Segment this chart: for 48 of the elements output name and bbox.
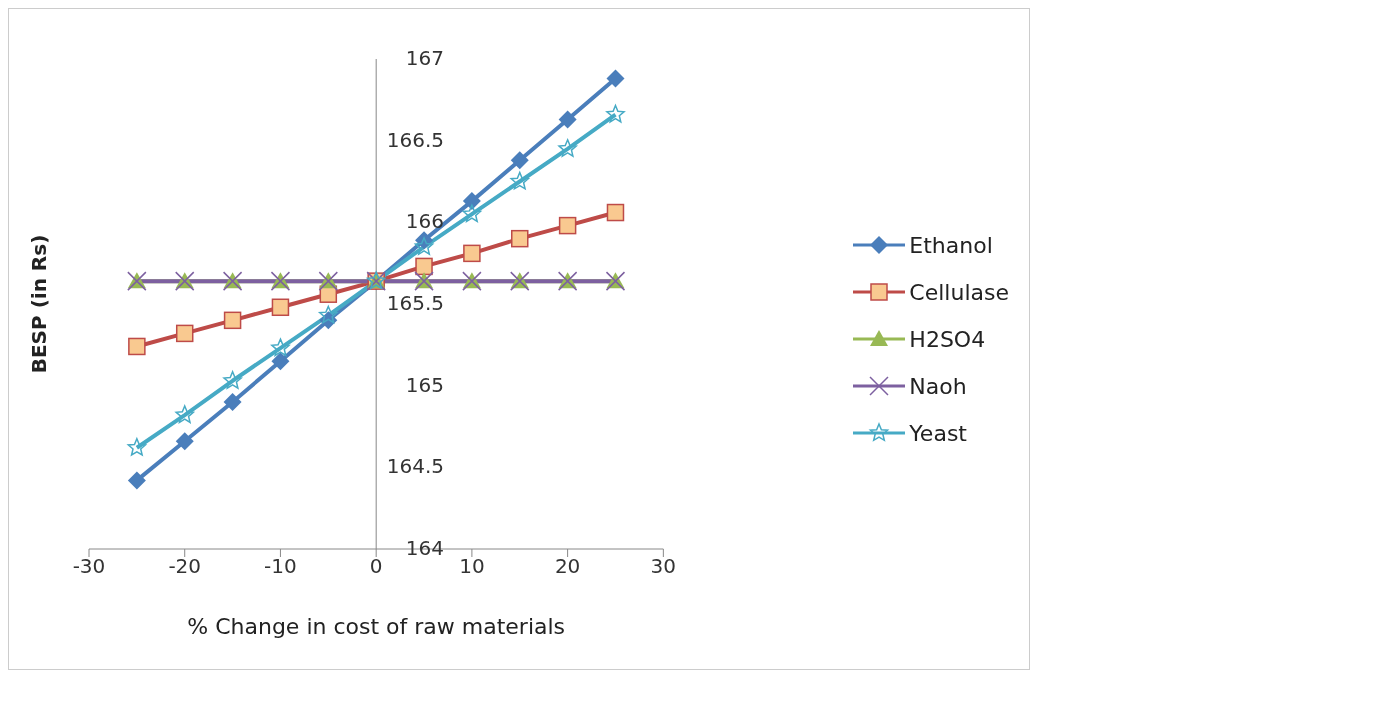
legend-label: Cellulase (909, 279, 1009, 305)
point (175, 324, 194, 343)
point (462, 204, 482, 223)
point (127, 471, 146, 490)
legend-label: Naoh (909, 373, 967, 399)
point (558, 139, 577, 157)
point (271, 338, 290, 357)
point (558, 110, 577, 129)
y-tick-label: 164.5 (386, 454, 444, 479)
legend-label: Yeast (909, 420, 967, 446)
point (223, 393, 242, 411)
point (511, 229, 529, 248)
point (510, 151, 529, 170)
point (271, 298, 290, 317)
point (606, 104, 625, 123)
point (510, 171, 530, 190)
point (558, 216, 577, 235)
point (223, 371, 242, 389)
point (415, 257, 433, 276)
y-tick-label: 165.5 (386, 291, 444, 315)
point (414, 237, 434, 255)
legend-label: H2SO4 (909, 326, 986, 352)
point (271, 352, 290, 371)
x-tick-label: 10 (459, 554, 485, 579)
x-tick-label: 0 (369, 554, 383, 579)
y-tick-label: 166 (405, 209, 444, 234)
point (175, 405, 195, 424)
point (128, 337, 146, 356)
point (223, 311, 242, 330)
y-tick-label: 164 (405, 536, 444, 560)
point (462, 192, 481, 211)
y-tick-label: 166.5 (386, 127, 444, 152)
point (606, 203, 625, 222)
x-tick-label: -20 (168, 554, 202, 579)
point (319, 305, 338, 324)
y-tick-label: 167 (405, 46, 444, 70)
legend-label: Ethanol (909, 232, 993, 258)
y-axis-title: BESP (in Rs) (27, 234, 52, 374)
x-tick-label: -10 (264, 554, 297, 579)
x-tick-label: -30 (72, 554, 106, 579)
point (606, 69, 625, 88)
x-tick-label: 30 (650, 554, 677, 579)
point (127, 437, 147, 456)
y-tick-label: 165 (405, 372, 444, 397)
x-axis-title: % Change in cost of raw materials (187, 614, 566, 639)
x-tick-label: 20 (554, 554, 581, 579)
point (463, 244, 481, 263)
point (175, 432, 194, 451)
